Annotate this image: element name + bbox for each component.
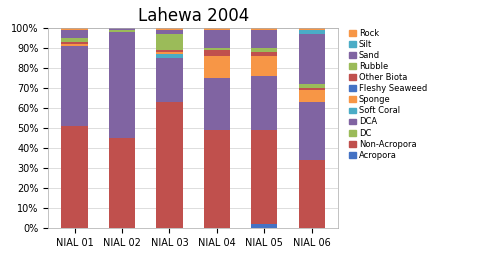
Bar	[61, 46, 87, 126]
Bar	[156, 102, 183, 228]
Bar	[61, 28, 87, 30]
Bar	[251, 56, 277, 76]
Bar	[299, 28, 325, 30]
Bar	[299, 90, 325, 102]
Bar	[109, 28, 135, 30]
Bar	[299, 160, 325, 228]
Bar	[204, 30, 230, 48]
Bar	[251, 224, 277, 228]
Bar	[156, 54, 183, 58]
Bar	[156, 28, 183, 30]
Bar	[251, 28, 277, 30]
Bar	[299, 84, 325, 88]
Legend: Rock, Silt, Sand, Rubble, Other Biota, Fleshy Seaweed, Sponge, Soft Coral, DCA, : Rock, Silt, Sand, Rubble, Other Biota, F…	[348, 28, 428, 161]
Bar	[251, 130, 277, 224]
Bar	[156, 58, 183, 102]
Bar	[156, 30, 183, 34]
Bar	[156, 34, 183, 50]
Bar	[299, 88, 325, 90]
Bar	[251, 76, 277, 130]
Bar	[204, 78, 230, 130]
Bar	[156, 52, 183, 54]
Bar	[204, 48, 230, 50]
Bar	[204, 28, 230, 30]
Bar	[156, 50, 183, 52]
Bar	[109, 32, 135, 138]
Bar	[204, 50, 230, 56]
Bar	[251, 48, 277, 52]
Bar	[61, 38, 87, 42]
Bar	[204, 130, 230, 228]
Bar	[61, 44, 87, 46]
Bar	[299, 102, 325, 160]
Title: Lahewa 2004: Lahewa 2004	[138, 7, 249, 25]
Bar	[61, 42, 87, 44]
Bar	[251, 52, 277, 56]
Bar	[109, 138, 135, 228]
Bar	[299, 34, 325, 84]
Bar	[299, 30, 325, 34]
Bar	[204, 56, 230, 78]
Bar	[61, 126, 87, 228]
Bar	[109, 30, 135, 32]
Bar	[61, 30, 87, 38]
Bar	[251, 30, 277, 48]
